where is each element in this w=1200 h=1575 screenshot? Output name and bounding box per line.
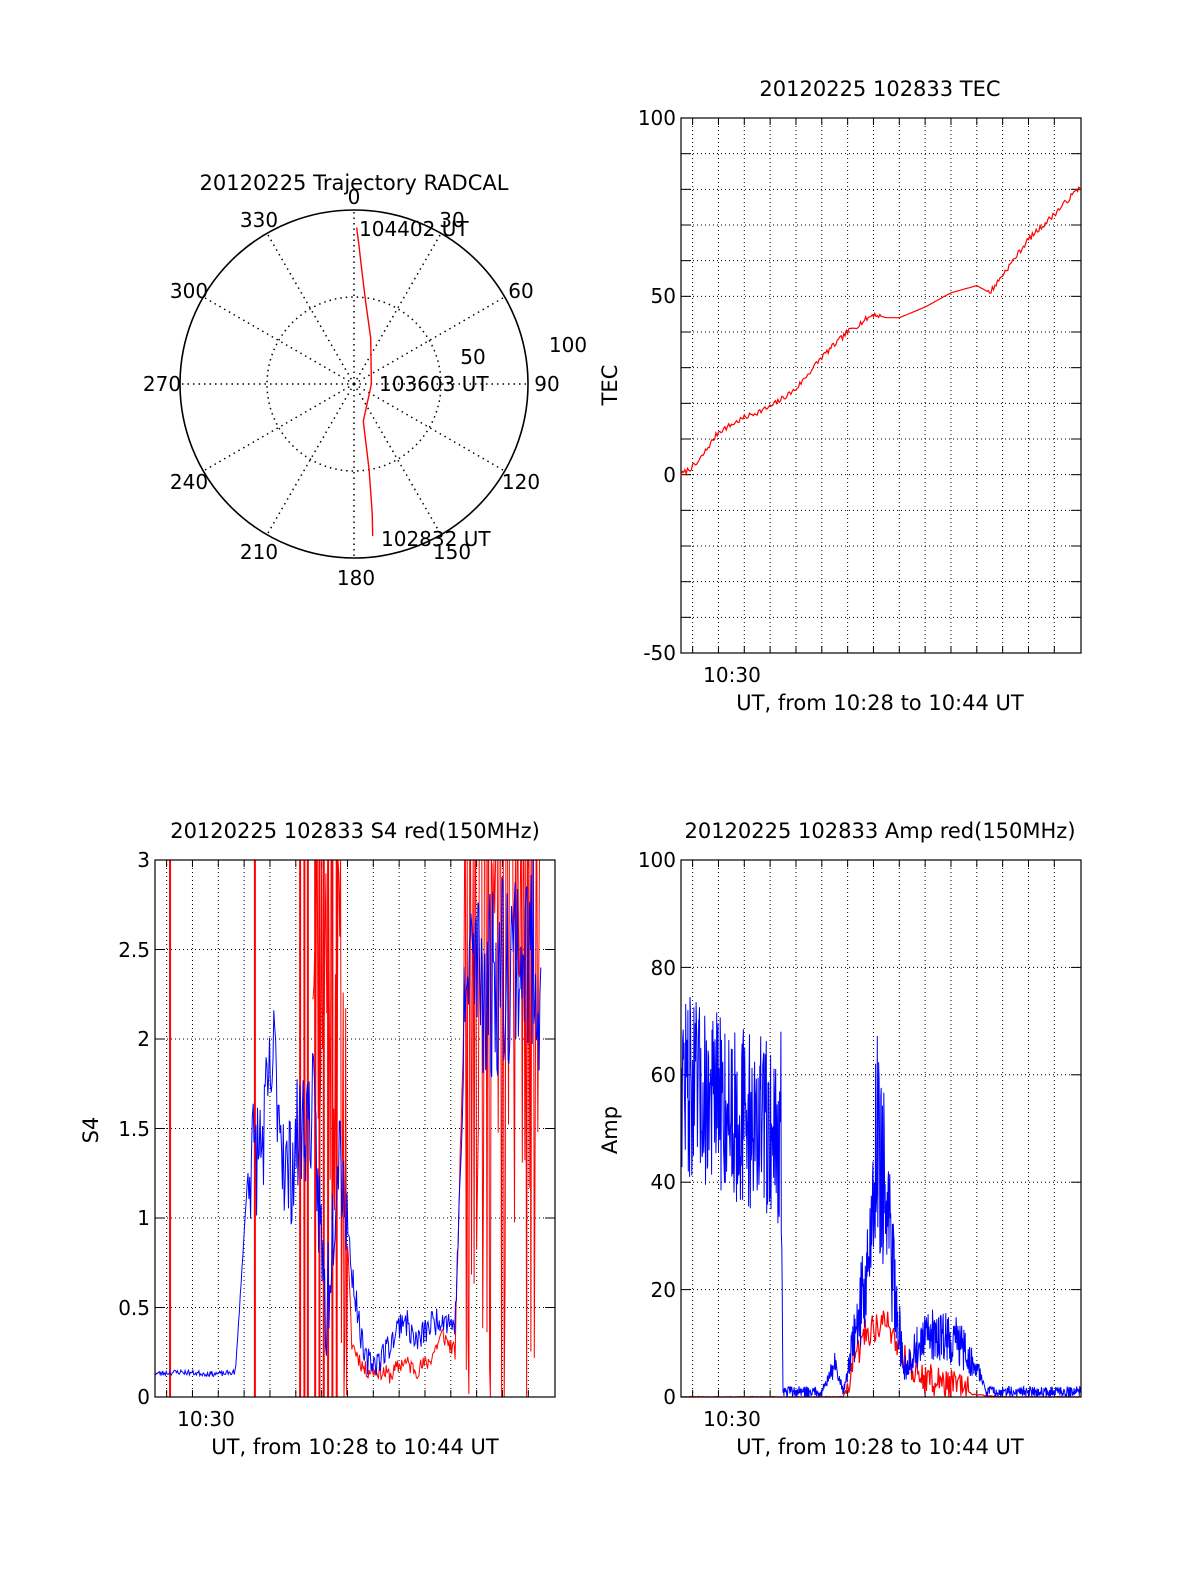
- angle-label-0: 0: [348, 185, 361, 209]
- s4-ytick-1: 1: [137, 1206, 150, 1230]
- time-label-start: 102832 UT: [381, 527, 491, 551]
- polar-angle-labels: 0 30 60 90 120 150 180 210 240 270 300 3…: [143, 185, 587, 590]
- s4-red-series: [312, 859, 542, 1398]
- angle-label-30: 30: [439, 208, 464, 232]
- angle-label-120: 120: [502, 470, 540, 494]
- angle-label-180: 180: [337, 566, 375, 590]
- s4-title: 20120225 102833 S4 red(150MHz): [170, 819, 540, 843]
- polar-spoke-240: [202, 383, 355, 472]
- amp-ytick-40: 40: [651, 1170, 676, 1194]
- angle-label-150: 150: [433, 540, 471, 564]
- time-label-mid: 103603 UT: [379, 372, 489, 396]
- tec-y-axis-label: TEC: [598, 365, 622, 407]
- s4-ytick-0.5: 0.5: [118, 1296, 150, 1320]
- polar-spoke-120: [353, 383, 506, 472]
- tec-ytick-m50: -50: [643, 641, 676, 665]
- amp-blue-series: [680, 996, 1082, 1399]
- s4-plot-frame: [154, 859, 556, 1398]
- amp-ytick-0: 0: [663, 1385, 676, 1409]
- tec-title: 20120225 102833 TEC: [759, 77, 1000, 101]
- amp-ytick-100: 100: [638, 848, 676, 872]
- tec-x-axis-label: UT, from 10:28 to 10:44 UT: [736, 691, 1024, 715]
- polar-spoke-60: [353, 296, 506, 385]
- s4-y-axis-label: S4: [79, 1117, 103, 1144]
- s4-panel: 20120225 102833 S4 red(150MHz) 3 2.5 2 1…: [79, 819, 556, 1459]
- s4-blue-series: [154, 859, 542, 1378]
- tec-panel: 20120225 102833 TEC 100 50 0 -50 TEC 10:…: [598, 77, 1082, 715]
- radius-label-50: 50: [460, 345, 485, 369]
- polar-trajectory-panel: 20120225 Trajectory RADCAL 0 30 60 90 12…: [143, 171, 587, 590]
- polar-spoke-300: [202, 296, 355, 385]
- amp-ytick-60: 60: [651, 1063, 676, 1087]
- amp-x-axis-label: UT, from 10:28 to 10:44 UT: [736, 1435, 1024, 1459]
- amp-plot-frame: [680, 859, 1082, 1398]
- polar-title: 20120225 Trajectory RADCAL: [200, 171, 509, 195]
- polar-spoke-30: [353, 232, 442, 385]
- tec-series-line: [680, 186, 1081, 477]
- tec-ticks: [681, 117, 1081, 654]
- amp-y-tick-labels: 100 80 60 40 20 0: [638, 848, 676, 1409]
- angle-label-90: 90: [534, 372, 559, 396]
- s4-grid: [155, 859, 555, 1398]
- polar-spoke-210: [266, 383, 355, 536]
- s4-x-tick-1030: 10:30: [177, 1407, 235, 1431]
- angle-label-240: 240: [170, 470, 208, 494]
- radius-label-100: 100: [549, 333, 587, 357]
- amp-x-tick-1030: 10:30: [703, 1407, 761, 1431]
- amp-series: [680, 996, 1082, 1399]
- tec-ytick-0: 0: [663, 463, 676, 487]
- angle-label-210: 210: [240, 540, 278, 564]
- polar-spokes: [180, 210, 528, 558]
- s4-x-axis-label: UT, from 10:28 to 10:44 UT: [211, 1435, 499, 1459]
- s4-ytick-3: 3: [137, 848, 150, 872]
- polar-outer-circle: [179, 209, 529, 559]
- tec-ytick-50: 50: [651, 284, 676, 308]
- polar-inner-circle: [266, 296, 442, 472]
- s4-ytick-1.5: 1.5: [118, 1117, 150, 1141]
- amp-red-series: [681, 1310, 1081, 1398]
- tec-x-tick-1030: 10:30: [703, 663, 761, 687]
- s4-ytick-2: 2: [137, 1027, 150, 1051]
- amp-y-axis-label: Amp: [598, 1106, 622, 1154]
- tec-grid: [681, 117, 1081, 654]
- amp-ytick-20: 20: [651, 1278, 676, 1302]
- trajectory-line: [356, 227, 374, 537]
- polar-spoke-330: [266, 232, 355, 385]
- s4-ytick-2.5: 2.5: [118, 938, 150, 962]
- tec-plot-frame: [680, 117, 1082, 654]
- angle-label-300: 300: [170, 279, 208, 303]
- time-label-end: 104402 UT: [359, 217, 469, 241]
- angle-label-330: 330: [240, 208, 278, 232]
- tec-ytick-100: 100: [638, 106, 676, 130]
- s4-series: [154, 859, 542, 1398]
- polar-spoke-150: [353, 383, 442, 536]
- amp-ytick-80: 80: [651, 956, 676, 980]
- amp-panel: 20120225 102833 Amp red(150MHz) 100 80 6…: [598, 819, 1082, 1459]
- amp-title: 20120225 102833 Amp red(150MHz): [684, 819, 1075, 843]
- angle-label-60: 60: [508, 279, 533, 303]
- angle-label-270: 270: [143, 372, 181, 396]
- s4-y-tick-labels: 3 2.5 2 1.5 1 0.5 0: [118, 848, 150, 1409]
- tec-y-tick-labels: 100 50 0 -50: [638, 106, 676, 665]
- s4-ytick-0: 0: [137, 1385, 150, 1409]
